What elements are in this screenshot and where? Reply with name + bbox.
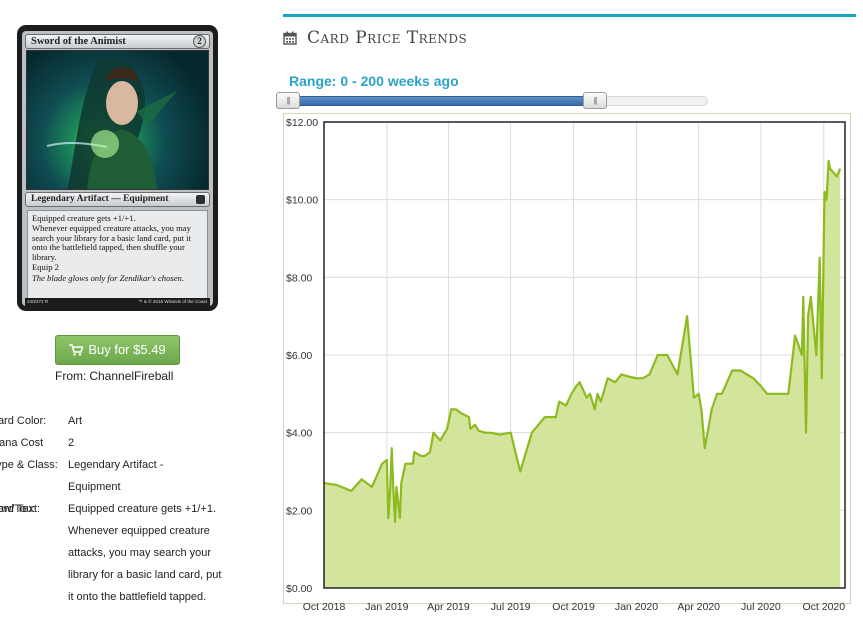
y-tick-label: $4.00 bbox=[286, 428, 312, 440]
detail-label: Type & Class: bbox=[0, 459, 58, 471]
x-tick-label: Oct 2020 bbox=[802, 601, 845, 613]
detail-mana-cost: Mana Cost 2 bbox=[0, 432, 240, 454]
section-top-rule bbox=[283, 14, 856, 17]
price-chart-svg: $0.00 $2.00 $4.00 $6.00 $8.00 $10.00 $12.00 Oct… bbox=[283, 113, 851, 613]
calendar-icon bbox=[283, 31, 297, 45]
set-symbol-icon bbox=[196, 195, 205, 204]
cart-icon bbox=[69, 344, 84, 356]
source-line: From: ChannelFireball bbox=[55, 369, 173, 383]
card-art bbox=[26, 50, 209, 190]
x-tick-label: Oct 2019 bbox=[552, 601, 595, 613]
y-tick-label: $0.00 bbox=[286, 583, 312, 595]
range-slider-selection[interactable] bbox=[290, 96, 595, 106]
card-rules-box: Equipped creature gets +1/+1. Whenever e… bbox=[27, 210, 208, 303]
x-tick-label: Apr 2019 bbox=[427, 601, 470, 613]
card-type-line: Legendary Artifact — Equipment bbox=[25, 192, 210, 207]
trends-title: Card Price Trends bbox=[307, 28, 468, 48]
y-tick-label: $10.00 bbox=[286, 195, 318, 207]
detail-type-class: Type & Class: Legendary Artifact - Equip… bbox=[0, 454, 240, 498]
range-slider-handle-start[interactable]: ||| bbox=[276, 92, 300, 109]
detail-label: Mana Cost bbox=[0, 437, 44, 449]
card-footer: 240/272 R ™ & © 2015 Wizards of the Coas… bbox=[25, 298, 210, 306]
y-tick-label: $2.00 bbox=[286, 505, 312, 517]
detail-card-color: Card Color: Art bbox=[0, 410, 240, 432]
x-tick-label: Jan 2020 bbox=[615, 601, 658, 613]
detail-card-text: Card Text: Equipped creature gets +1/+1.… bbox=[0, 498, 240, 608]
card-rule-2: Whenever equipped creature attacks, you … bbox=[32, 223, 191, 262]
card-type-text: Legendary Artifact — Equipment bbox=[31, 194, 169, 204]
card-rule-3: Equip 2 bbox=[32, 262, 59, 273]
detail-value: 2 bbox=[68, 437, 75, 449]
plot-border bbox=[323, 121, 846, 589]
detail-label: Card Color: bbox=[0, 415, 47, 427]
detail-label: Pow/Tou: bbox=[0, 503, 36, 515]
detail-text-line: attacks, you may search your bbox=[68, 547, 212, 559]
y-tick-label: $8.00 bbox=[286, 272, 312, 284]
x-tick-label: Oct 2018 bbox=[303, 601, 346, 613]
detail-text-line: Whenever equipped creature bbox=[68, 525, 210, 537]
detail-value-continued: Equipment bbox=[68, 481, 121, 493]
detail-value: Legendary Artifact - bbox=[68, 459, 164, 471]
range-slider-handle-end[interactable]: ||| bbox=[583, 92, 607, 109]
card-name-bar: Sword of the Animist 2 bbox=[25, 34, 210, 49]
mana-cost-symbol: 2 bbox=[193, 35, 206, 48]
card-details: Card Color: Art Mana Cost 2 Type & Class… bbox=[0, 410, 240, 608]
card-image: Sword of the Animist 2 Legendary Artifac… bbox=[17, 25, 218, 311]
price-chart: $0.00 $2.00 $4.00 $6.00 $8.00 $10.00 $12.00 Oct… bbox=[283, 113, 851, 632]
x-tick-label: Jul 2020 bbox=[741, 601, 781, 613]
detail-text-line: it onto the battlefield tapped. bbox=[68, 591, 207, 603]
detail-text-line: library for a basic land card, put bbox=[68, 569, 222, 581]
y-tick-label: $6.00 bbox=[286, 350, 312, 362]
detail-label: Card Text: bbox=[0, 503, 40, 515]
range-label: Range: 0 - 200 weeks ago bbox=[289, 73, 459, 89]
x-tick-label: Jan 2019 bbox=[365, 601, 408, 613]
card-flavor-text: The blade glows only for Zendikar's chos… bbox=[32, 273, 184, 284]
source-store-name: ChannelFireball bbox=[89, 369, 174, 383]
x-tick-label: Apr 2020 bbox=[677, 601, 720, 613]
price-line bbox=[323, 159, 842, 524]
detail-text-line: Equipped creature gets +1/+1. bbox=[68, 503, 216, 515]
buy-button[interactable]: Buy for $5.49 bbox=[55, 335, 180, 365]
x-tick-label: Jul 2019 bbox=[491, 601, 531, 613]
collector-number: 240/272 R bbox=[27, 299, 49, 304]
detail-value: Art bbox=[68, 415, 83, 427]
price-area bbox=[324, 160, 841, 589]
card-copyright: ™ & © 2015 Wizards of the Coast bbox=[137, 299, 207, 304]
y-tick-label: $12.00 bbox=[286, 117, 318, 129]
buy-button-label: Buy for $5.49 bbox=[88, 342, 166, 357]
card-name: Sword of the Animist bbox=[31, 36, 126, 47]
card-rule-1: Equipped creature gets +1/+1. bbox=[32, 213, 136, 223]
source-from-label: From: bbox=[55, 369, 87, 383]
